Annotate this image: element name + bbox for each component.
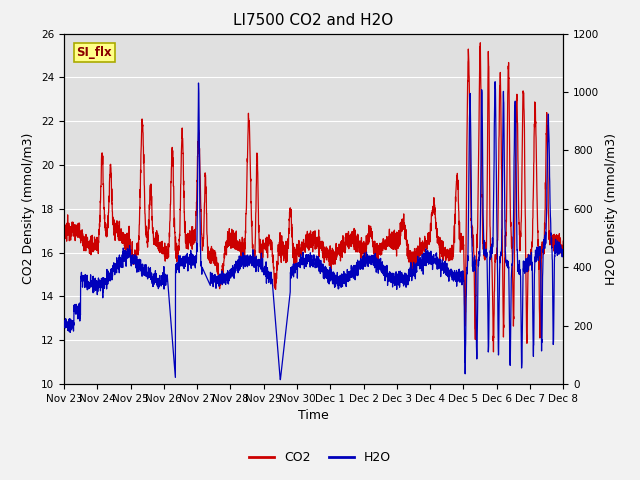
Legend: CO2, H2O: CO2, H2O (244, 446, 396, 469)
Text: SI_flx: SI_flx (77, 46, 112, 59)
Title: LI7500 CO2 and H2O: LI7500 CO2 and H2O (234, 13, 394, 28)
X-axis label: Time: Time (298, 409, 329, 422)
Y-axis label: H2O Density (mmol/m3): H2O Density (mmol/m3) (605, 133, 618, 285)
Y-axis label: CO2 Density (mmol/m3): CO2 Density (mmol/m3) (22, 133, 35, 285)
